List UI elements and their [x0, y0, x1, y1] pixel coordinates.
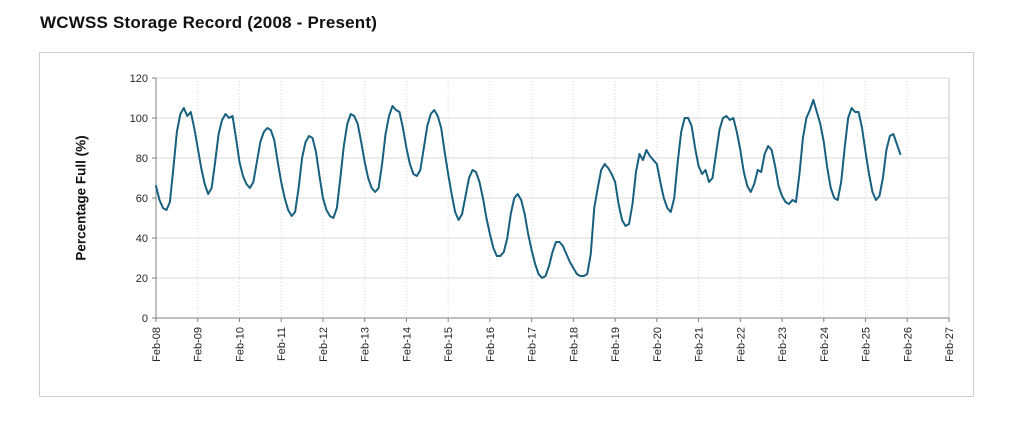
x-tick-label: Feb-26 — [902, 327, 914, 362]
x-tick-label: Feb-24 — [819, 327, 831, 362]
y-axis-title-text: Percentage Full (%) — [73, 135, 89, 261]
x-tick-label: Feb-12 — [318, 327, 330, 362]
x-tick-label: Feb-09 — [193, 327, 205, 362]
x-tick-label: Feb-25 — [861, 327, 873, 362]
y-tick-label: 20 — [136, 273, 148, 285]
y-tick-label: 100 — [130, 113, 148, 125]
x-tick-label: Feb-17 — [527, 327, 539, 362]
storage-line-chart: 0 20 40 60 80 100 120 Feb-08 Feb-09 Feb-10 Feb-11 F… — [130, 73, 956, 362]
x-tick-label: Feb-22 — [735, 327, 747, 362]
x-tick-label: Feb-27 — [944, 327, 956, 362]
y-tick-label: 40 — [136, 233, 148, 245]
x-tick-label: Feb-15 — [443, 327, 455, 362]
storage-series-line — [155, 99, 902, 279]
x-tick-label: Feb-10 — [234, 327, 246, 362]
x-tick-label: Feb-08 — [151, 327, 163, 362]
y-tick-label: 0 — [142, 313, 148, 325]
y-tick-label: 120 — [130, 73, 148, 85]
x-tick-label: Feb-23 — [777, 327, 789, 362]
x-tick-label: Feb-14 — [401, 327, 413, 362]
x-tick-label: Feb-18 — [568, 327, 580, 362]
y-tick-label: 60 — [136, 193, 148, 205]
y-axis-title: Percentage Full (%) — [70, 78, 92, 318]
x-tick-label: Feb-16 — [485, 327, 497, 362]
x-tick-label: Feb-19 — [610, 327, 622, 362]
chart-card: Percentage Full (%) 0 20 40 60 80 100 120 Feb-0… — [39, 52, 974, 397]
x-tick-label: Feb-13 — [360, 327, 372, 362]
x-tick-label: Feb-20 — [652, 327, 664, 362]
chart-title: WCWSS Storage Record (2008 - Present) — [40, 13, 378, 32]
y-tick-label: 80 — [136, 153, 148, 165]
x-tick-label: Feb-21 — [694, 327, 706, 362]
x-tick-label: Feb-11 — [276, 327, 288, 361]
